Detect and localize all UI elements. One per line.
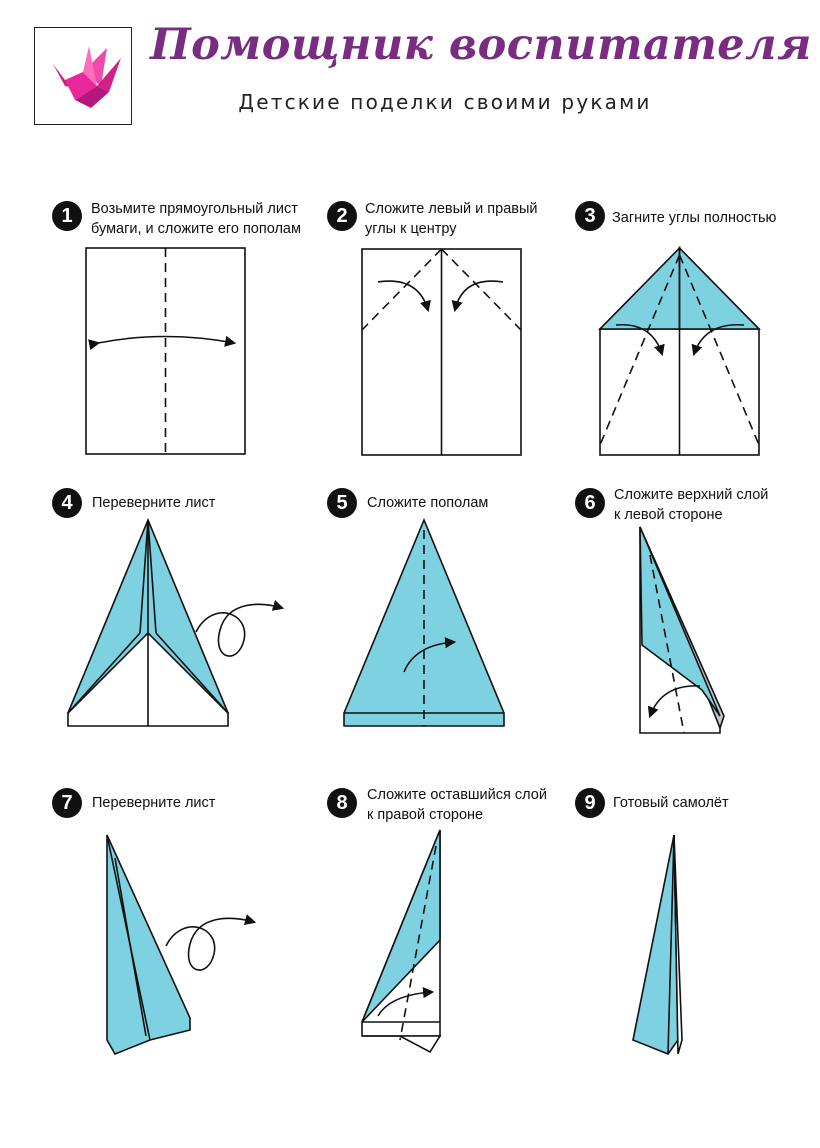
step-6-number: 6 [575,488,605,518]
step-2-number: 2 [327,201,357,231]
step-2-text-line2: углы к центру [365,221,457,237]
step-1-text-line2: бумаги, и сложите его пополам [91,221,301,237]
step-1-number: 1 [52,201,82,231]
step-7-number: 7 [52,788,82,818]
step-2-diagram [361,248,522,456]
step-8-number: 8 [327,788,357,818]
step-6-text-line1: Сложите верхний слой [614,487,769,503]
step-2-text-line1: Сложите левый и правый [365,201,538,217]
logo [34,27,132,125]
step-8-text-line2: к правой стороне [367,807,484,823]
step-8-diagram [361,829,442,1054]
step-6-diagram [639,526,725,734]
step-7-diagram [106,834,257,1056]
step-9-text-line1: Готовый самолёт [613,795,729,811]
step-5-number: 5 [327,488,357,518]
step-4-number: 4 [52,488,82,518]
step-5-text-line1: Сложите пополам [367,495,489,511]
step-5-diagram [343,517,505,727]
step-7-text-line1: Переверните лист [92,795,216,811]
step-3-text-line1: Загните углы полностью [612,210,777,226]
step-4-diagram [66,517,285,727]
step-4-text-line1: Переверните лист [92,495,216,511]
step-8-text-line1: Сложите оставшийся слой [367,787,547,803]
step-9-diagram [632,834,683,1055]
origami-crane-icon [53,46,121,108]
step-3-diagram [598,246,761,456]
step-3-number: 3 [575,201,605,231]
step-1-diagram [85,247,246,455]
site-subtitle: Детские поделки своими руками [238,90,652,114]
step-9-number: 9 [575,788,605,818]
site-title: Помощник воспитателя [150,20,812,70]
step-6-text-line2: к левой стороне [614,507,723,523]
step-1-text-line1: Возьмите прямоугольный лист [91,201,298,217]
